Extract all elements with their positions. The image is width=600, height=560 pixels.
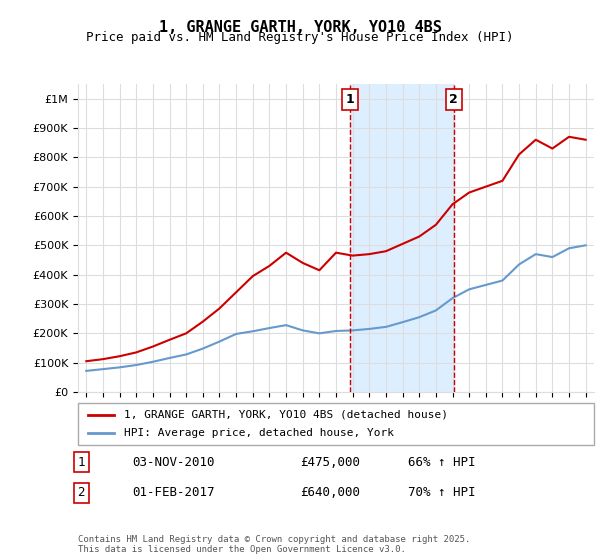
Text: 70% ↑ HPI: 70% ↑ HPI bbox=[408, 486, 476, 500]
Text: HPI: Average price, detached house, York: HPI: Average price, detached house, York bbox=[124, 428, 394, 438]
Text: 66% ↑ HPI: 66% ↑ HPI bbox=[408, 455, 476, 469]
Text: 03-NOV-2010: 03-NOV-2010 bbox=[132, 455, 215, 469]
Text: 2: 2 bbox=[77, 486, 85, 500]
Text: 01-FEB-2017: 01-FEB-2017 bbox=[132, 486, 215, 500]
Text: 1, GRANGE GARTH, YORK, YO10 4BS (detached house): 1, GRANGE GARTH, YORK, YO10 4BS (detache… bbox=[124, 410, 448, 420]
Text: 2: 2 bbox=[449, 93, 458, 106]
FancyBboxPatch shape bbox=[78, 403, 594, 445]
Bar bbox=[350, 84, 454, 392]
Text: 1: 1 bbox=[346, 93, 354, 106]
Text: £475,000: £475,000 bbox=[300, 455, 360, 469]
Text: 1, GRANGE GARTH, YORK, YO10 4BS: 1, GRANGE GARTH, YORK, YO10 4BS bbox=[158, 20, 442, 35]
Text: Price paid vs. HM Land Registry's House Price Index (HPI): Price paid vs. HM Land Registry's House … bbox=[86, 31, 514, 44]
Text: 1: 1 bbox=[77, 455, 85, 469]
Text: £640,000: £640,000 bbox=[300, 486, 360, 500]
Text: Contains HM Land Registry data © Crown copyright and database right 2025.
This d: Contains HM Land Registry data © Crown c… bbox=[78, 535, 470, 554]
